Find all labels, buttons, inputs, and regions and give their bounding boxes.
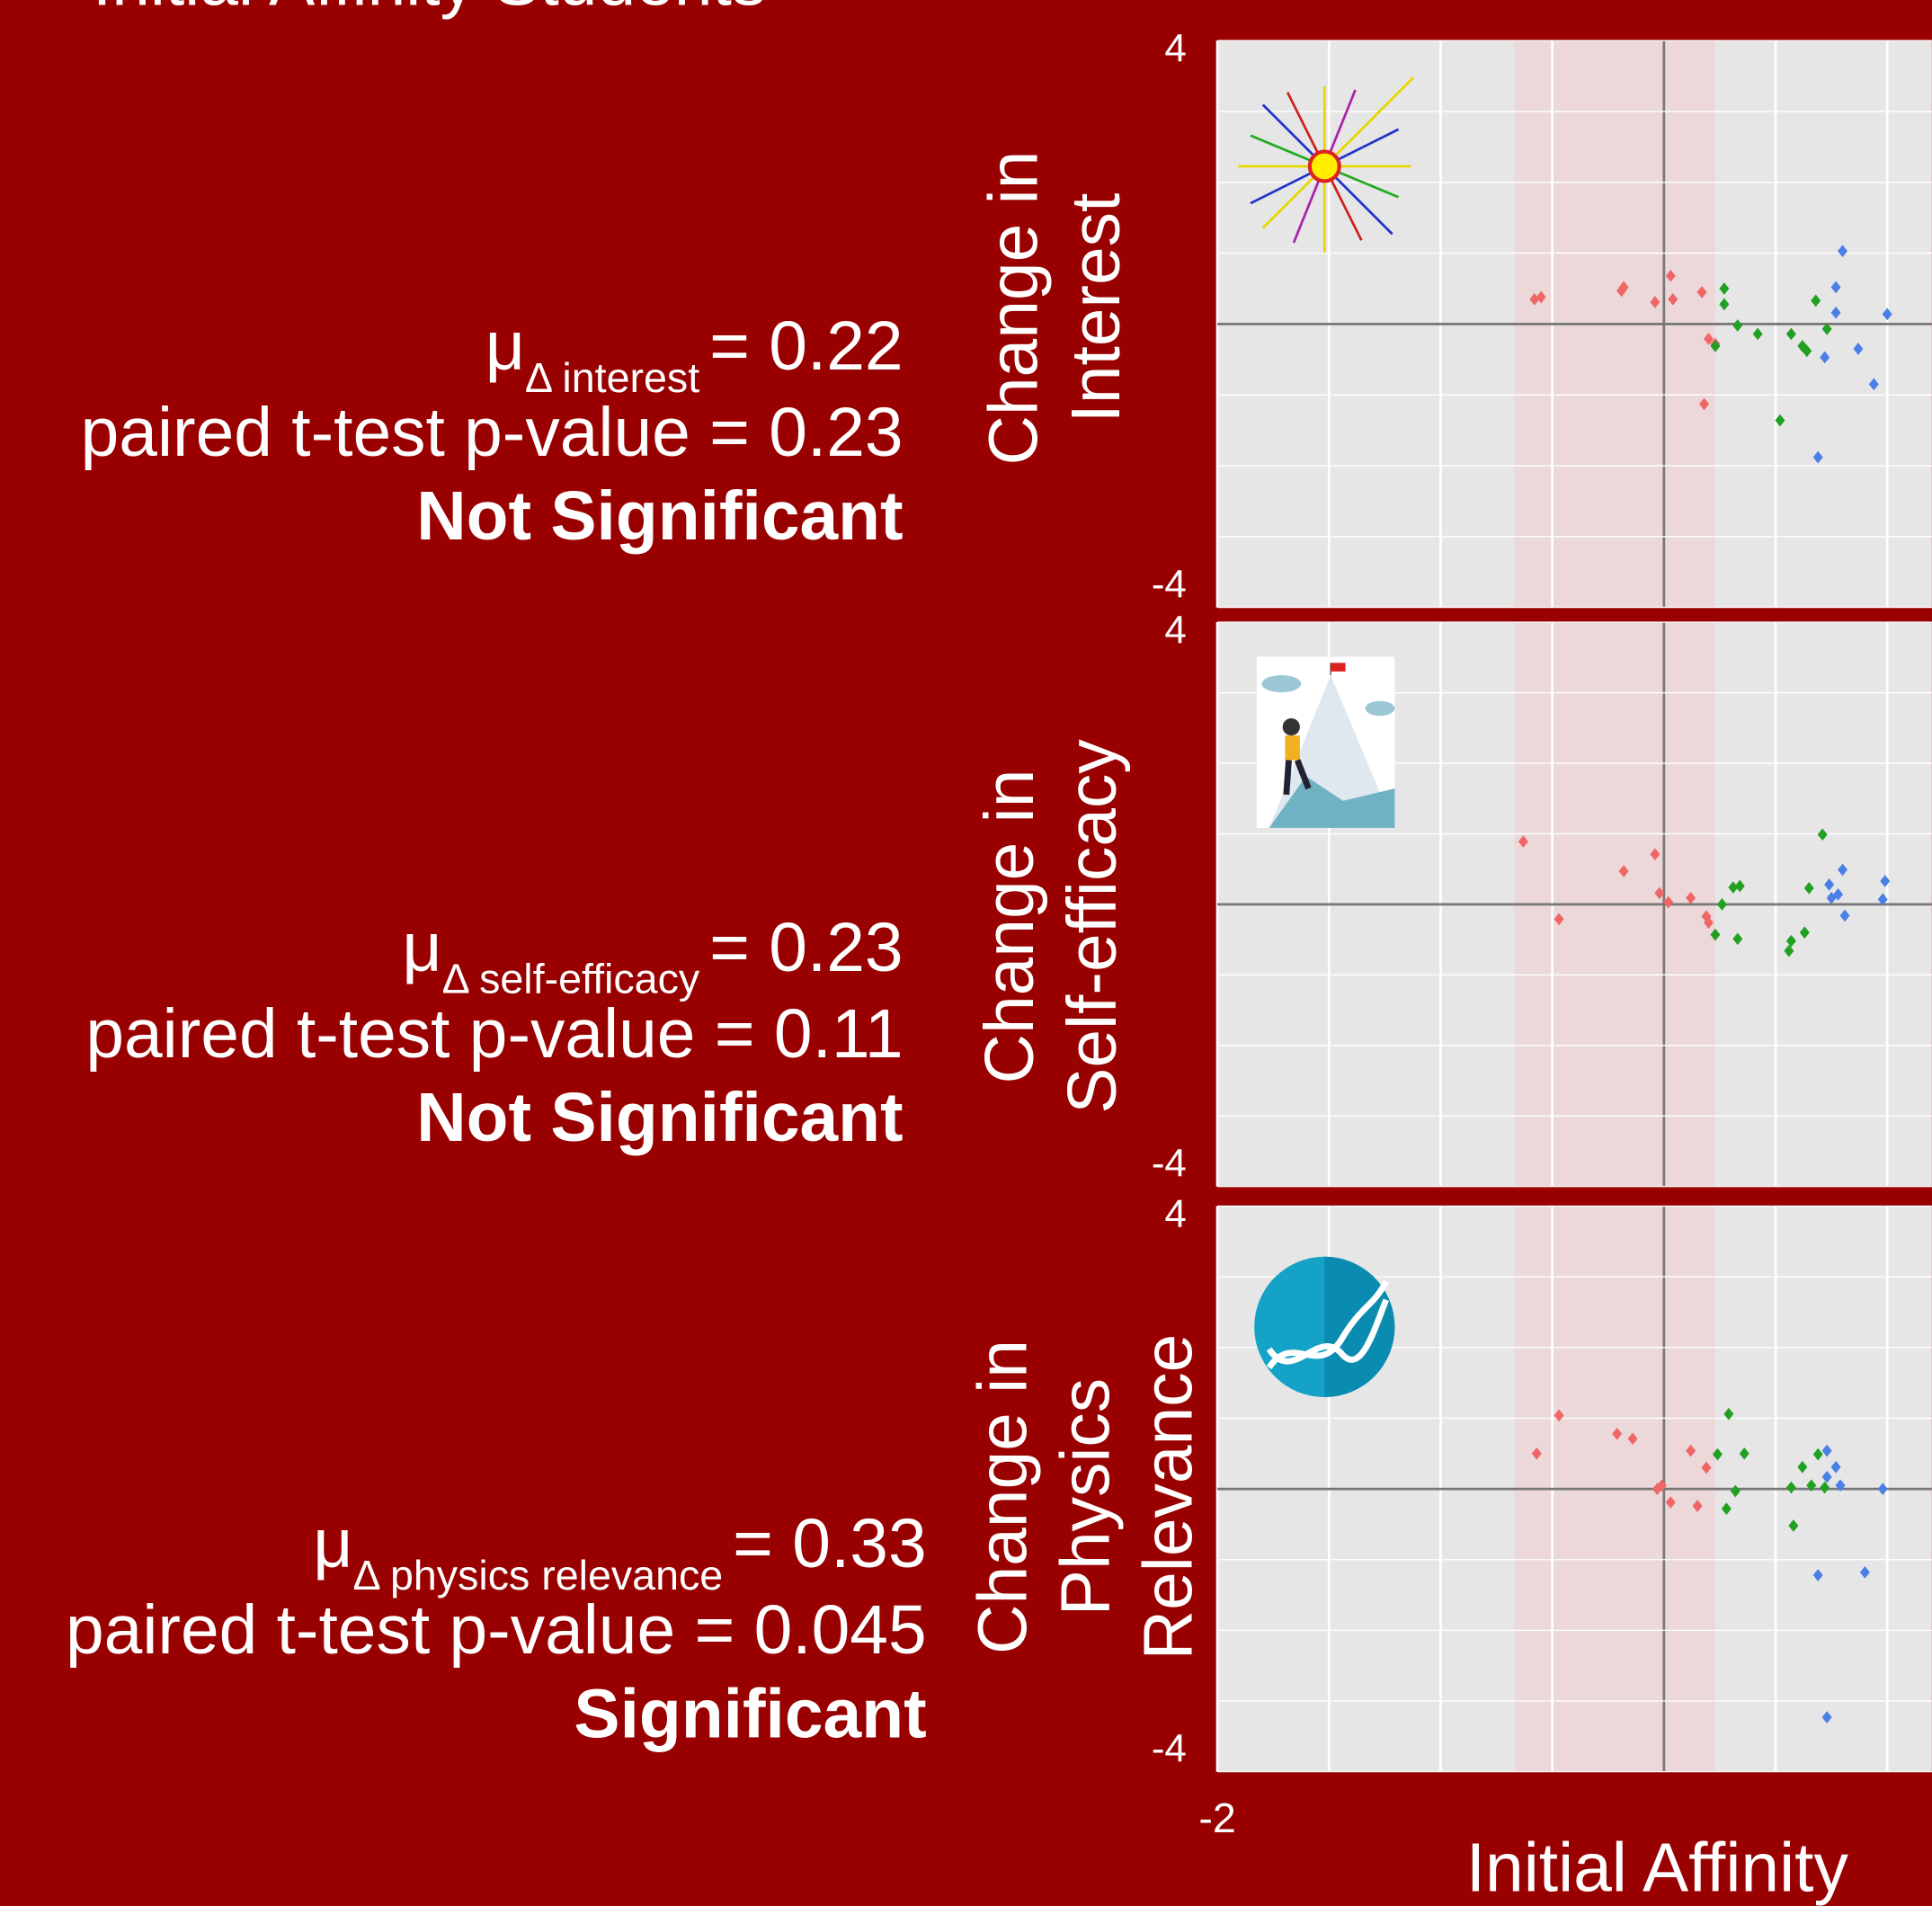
slide: Initial Affinity Students -44Change inIn… (0, 0, 1932, 1906)
y-tick-label: -4 (1152, 563, 1187, 607)
mu-subscript: Δ self-efficacy (442, 956, 700, 1002)
y-axis-label: Relevance (1130, 1334, 1206, 1661)
significance: Significant (574, 1676, 926, 1752)
y-axis-label: Change in (972, 770, 1048, 1084)
p-value: paired t-test p-value = 0.11 (85, 996, 903, 1073)
y-tick-label: -4 (1152, 1727, 1187, 1771)
y-axis-label: Physics (1047, 1378, 1124, 1616)
x-axis-label: Initial Affinity (1466, 1830, 1849, 1906)
p-value: paired t-test p-value = 0.045 (66, 1592, 927, 1669)
mean-value: = 0.33 (733, 1506, 926, 1582)
climber-icon (1257, 656, 1394, 827)
mean-value: = 0.22 (709, 308, 903, 385)
mean-value: = 0.23 (709, 910, 903, 986)
mu-subscript: Δ interest (525, 354, 699, 401)
dna-icon (1254, 1257, 1394, 1397)
mu-symbol: μ (485, 308, 525, 385)
y-axis-label: Self-efficacy (1055, 739, 1131, 1114)
y-tick-label: -4 (1152, 1142, 1187, 1186)
y-tick-label: 4 (1164, 608, 1186, 652)
y-tick-label: 4 (1164, 1192, 1186, 1236)
page: {"title": "Initial Affinity Students", "… (0, 0, 1932, 1906)
x-tick-label: -2 (1198, 1795, 1235, 1841)
slide-title: Initial Affinity Students (93, 0, 766, 20)
y-axis-label: Change in (975, 151, 1052, 466)
significance: Not Significant (416, 1080, 903, 1156)
y-axis-label: Change in (966, 1340, 1042, 1654)
mu-subscript: Δ physics relevance (352, 1552, 723, 1599)
y-tick-label: 4 (1164, 27, 1186, 71)
mu-symbol: μ (402, 910, 441, 986)
y-axis-label: Interest (1058, 193, 1135, 423)
mu-symbol: μ (313, 1506, 352, 1582)
p-value: paired t-test p-value = 0.23 (81, 395, 904, 471)
significance: Not Significant (416, 478, 903, 555)
